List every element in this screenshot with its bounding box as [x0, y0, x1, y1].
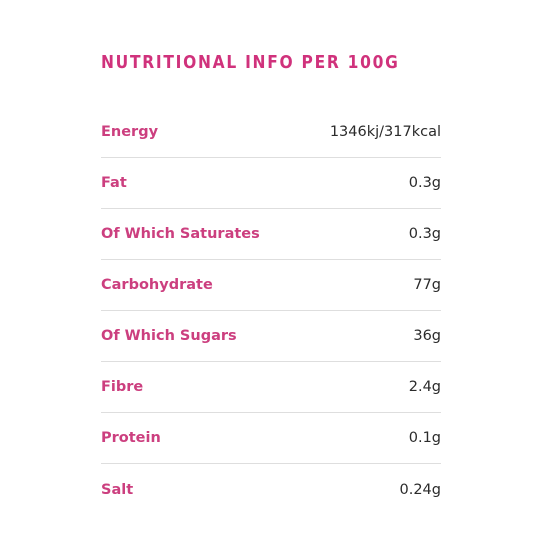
nutrient-label: Fat	[101, 175, 127, 191]
nutrient-value: 0.3g	[408, 226, 441, 242]
nutrition-row-fat: Fat 0.3g	[101, 158, 441, 209]
nutrition-row-carbohydrate: Carbohydrate 77g	[101, 260, 441, 311]
nutrient-label: Of Which Saturates	[101, 226, 260, 242]
nutrient-label: Of Which Sugars	[101, 328, 237, 344]
nutrition-row-sugars: Of Which Sugars 36g	[101, 311, 441, 362]
nutrient-value: 0.3g	[408, 175, 441, 191]
nutrient-label: Energy	[101, 124, 159, 140]
nutrient-label: Protein	[101, 430, 161, 446]
nutrient-value: 77g	[413, 277, 441, 293]
nutrition-row-protein: Protein 0.1g	[101, 413, 441, 464]
nutrition-row-salt: Salt 0.24g	[101, 464, 441, 515]
nutrition-row-saturates: Of Which Saturates 0.3g	[101, 209, 441, 260]
nutrient-label: Salt	[101, 481, 134, 498]
nutrient-value: 1346kj/317kcal	[329, 124, 441, 140]
nutrient-value: 0.1g	[408, 430, 441, 446]
nutrient-value: 0.24g	[399, 481, 442, 498]
nutrient-value: 36g	[413, 328, 441, 344]
nutrition-row-energy: Energy 1346kj/317kcal	[101, 107, 441, 158]
nutrition-heading: NUTRITIONAL INFO PER 100G	[101, 52, 400, 73]
nutrient-label: Carbohydrate	[101, 277, 213, 293]
nutrient-value: 2.4g	[408, 379, 441, 395]
nutrition-row-fibre: Fibre 2.4g	[101, 362, 441, 413]
nutrient-label: Fibre	[101, 379, 144, 395]
nutrition-table: Energy 1346kj/317kcal Fat 0.3g Of Which …	[101, 107, 441, 515]
